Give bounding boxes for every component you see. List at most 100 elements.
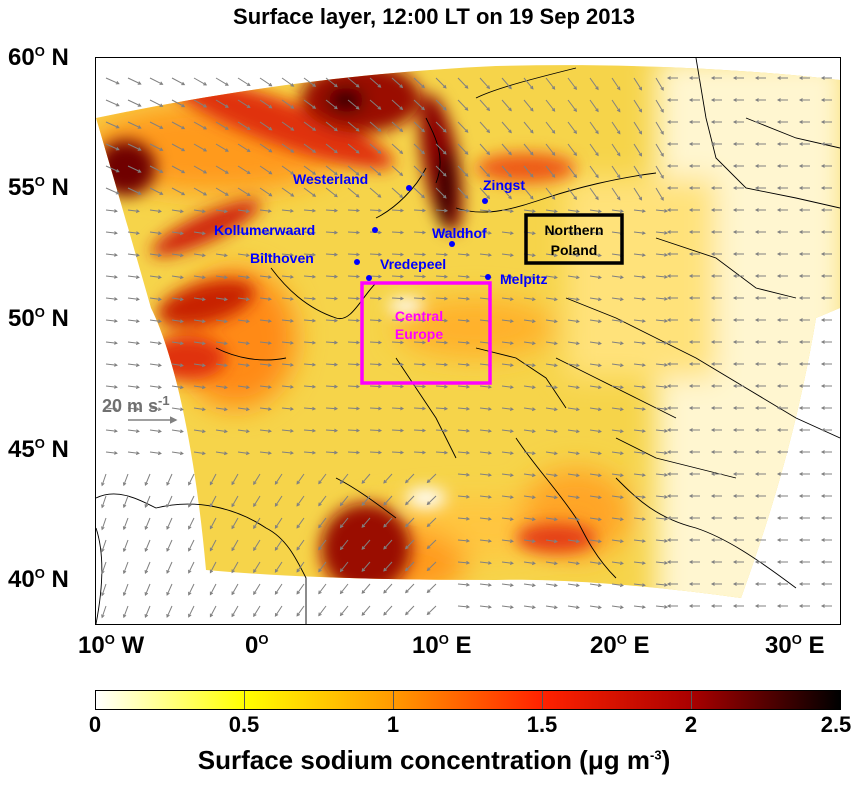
wind-arrow-head [399,128,404,133]
wind-arrow-head [641,209,646,213]
wind-arrow [611,275,623,278]
wind-arrow-head [245,209,250,214]
wind-arrow [655,605,667,608]
wind-arrow-head [597,209,602,214]
wind-arrow-head [318,524,322,529]
wind-arrow [405,605,415,615]
wind-arrow-head [466,406,471,411]
wind-arrow [479,495,491,498]
wind-arrow-head [732,76,737,80]
wind-arrow-head [377,172,382,176]
wind-arrow-head [531,517,536,522]
wind-arrow-head [339,502,344,507]
wind-arrow-head [732,98,737,102]
wind-arrow-head [356,384,361,389]
wind-arrow [149,385,161,388]
wind-arrow [303,77,316,87]
wind-arrow [633,451,645,454]
wind-arrow [655,77,664,91]
wind-arrow [215,451,227,455]
wind-arrow-head [663,252,668,257]
wind-arrow-head [710,142,715,146]
wind-arrow [501,121,512,133]
wind-arrow [325,165,338,175]
wind-arrow [589,495,601,499]
wind-arrow-head [666,538,671,542]
wind-arrow-head [732,428,737,432]
wind-arrow [303,187,316,197]
wind-arrow [149,77,163,85]
wind-arrow-head [166,481,170,486]
wind-arrow [171,297,183,301]
wind-arrow-head [776,296,781,300]
wind-arrow-head [268,192,273,197]
wind-arrow-head [710,186,715,190]
wind-arrow-head [144,482,149,487]
wind-arrow-head [710,208,715,212]
wind-arrow-head [553,319,558,324]
wind-arrow [545,473,557,477]
wind-arrow [567,451,579,455]
wind-arrow-head [619,539,624,544]
wind-arrow-head [289,450,294,455]
wind-arrow [347,231,360,234]
wind-arrow [361,495,371,506]
wind-arrow [545,143,555,156]
wind-arrow [567,561,579,565]
wind-arrow-head [223,341,228,346]
wind-arrow-head [641,363,646,367]
wind-arrow-head [356,362,361,367]
wind-arrow-head [666,340,671,344]
wind-arrow-head [529,107,534,112]
wind-arrow [215,77,229,86]
wind-arrow-head [135,363,140,367]
wind-arrow-head [223,385,228,390]
wind-arrow [259,297,271,300]
wind-arrow-head [159,191,164,195]
wind-arrow-head [638,130,643,135]
wind-arrow-head [688,516,693,520]
wind-arrow-head [575,429,580,434]
wind-arrow [501,209,513,212]
wind-arrow [633,341,645,344]
wind-arrow-head [312,340,317,345]
wind-arrow-head [509,605,514,609]
wind-arrow [259,451,271,454]
wind-arrow-head [318,546,322,551]
wind-arrow-head [531,297,536,302]
wind-arrow [405,539,415,549]
wind-arrow-head [383,567,387,572]
wind-arrow [123,605,129,618]
x-tick-0: 0O [245,632,269,659]
wind-arrow-head [157,253,162,258]
wind-arrow [149,253,161,256]
wind-arrow [318,561,327,572]
wind-arrow-head [641,341,646,345]
wind-arrow-head [137,125,142,129]
wind-arrow-head [318,502,322,507]
wind-arrow [127,363,139,366]
wind-arrow-head [531,583,536,588]
colorbar-label: Surface sodium concentration (μg m-3) [197,745,671,775]
wind-arrow-head [245,253,250,258]
wind-arrow [253,495,261,507]
wind-arrow [457,231,470,234]
wind-arrow [347,121,360,132]
wind-arrow-head [400,384,405,389]
wind-arrow [127,407,139,410]
wind-arrow [589,473,601,477]
wind-arrow [171,407,183,411]
wind-arrow [237,385,249,388]
wind-arrow [188,539,195,552]
wind-arrow-head [486,195,491,200]
wind-arrow [611,429,623,432]
wind-arrow-head [798,120,803,124]
wind-arrow [567,77,577,90]
wind-arrow [611,539,623,542]
wind-arrow [215,407,227,411]
wind-arrow-head [531,473,536,478]
wind-arrow [501,341,513,344]
wind-arrow [479,429,491,432]
wind-arrow [171,341,183,345]
wind-arrow-head [312,171,317,175]
